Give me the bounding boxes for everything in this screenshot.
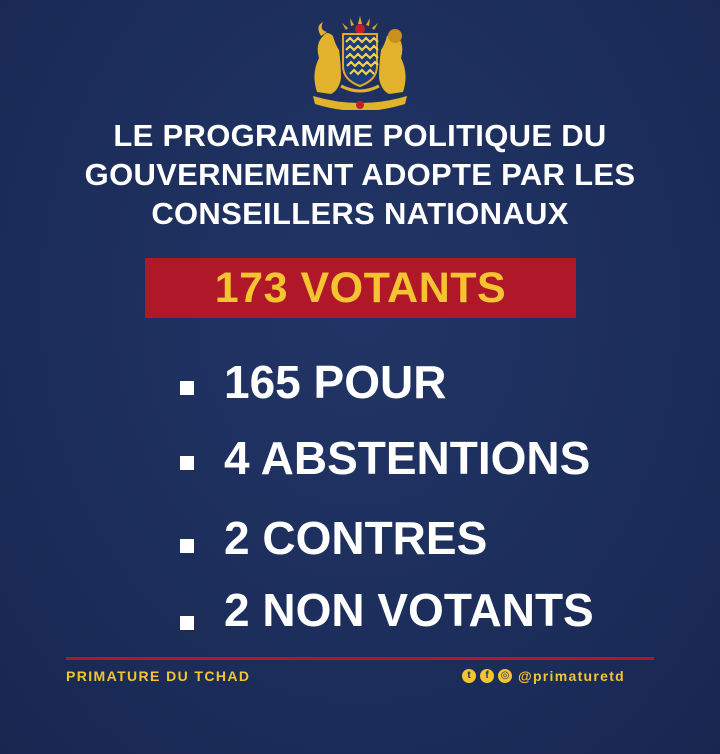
result-label: 165 POUR bbox=[224, 356, 447, 408]
coat-of-arms-emblem bbox=[313, 16, 407, 110]
headline: LE PROGRAMME POLITIQUE DU GOUVERNEMENT A… bbox=[20, 116, 700, 233]
bullet-square-icon bbox=[180, 456, 194, 470]
total-voters-banner: 173 VOTANTS bbox=[145, 258, 576, 318]
result-label: 2 CONTRES bbox=[224, 512, 488, 564]
twitter-icon[interactable]: t bbox=[462, 669, 476, 683]
footer-social: t f ◎ @primaturetd bbox=[462, 666, 625, 686]
bullet-square-icon bbox=[180, 616, 194, 630]
instagram-icon[interactable]: ◎ bbox=[498, 669, 512, 683]
bullet-square-icon bbox=[180, 381, 194, 395]
result-label: 2 NON VOTANTS bbox=[224, 584, 594, 636]
bullet-square-icon bbox=[180, 539, 194, 553]
result-label: 4 ABSTENTIONS bbox=[224, 432, 591, 484]
headline-line-3: CONSEILLERS NATIONAUX bbox=[151, 196, 569, 231]
facebook-icon[interactable]: f bbox=[480, 669, 494, 683]
headline-line-1: LE PROGRAMME POLITIQUE DU bbox=[113, 118, 607, 153]
footer-organization: PRIMATURE DU TCHAD bbox=[66, 668, 251, 684]
social-handle[interactable]: @primaturetd bbox=[518, 668, 626, 684]
footer-divider bbox=[66, 657, 654, 660]
headline-line-2: GOUVERNEMENT ADOPTE PAR LES bbox=[84, 157, 636, 192]
